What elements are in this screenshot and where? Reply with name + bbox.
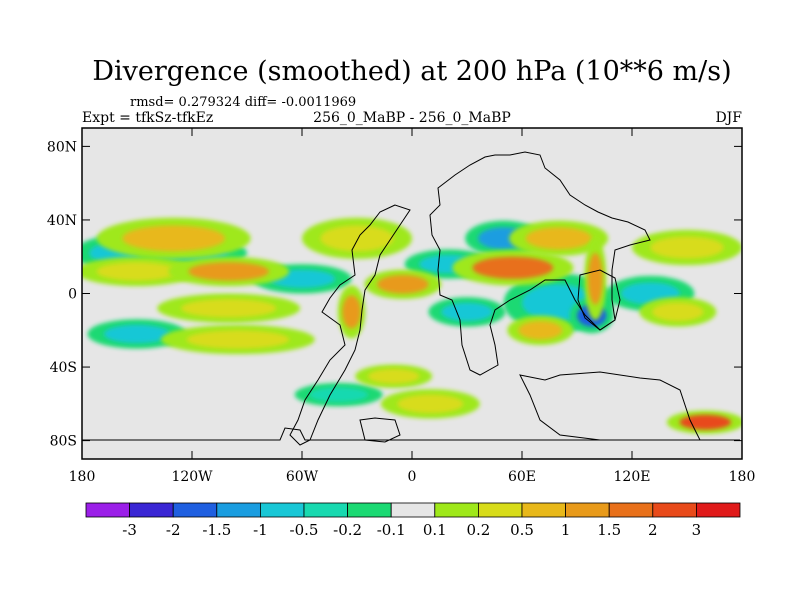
coastlines xyxy=(82,151,740,446)
stats-label: rmsd= 0.279324 diff= -0.0011969 xyxy=(130,95,356,110)
positive-anomaly-0 xyxy=(122,225,225,252)
season-label: DJF xyxy=(715,110,742,126)
positive-anomaly-4 xyxy=(320,225,394,252)
x-tick-label-3: 0 xyxy=(408,469,417,485)
positive-anomaly-11 xyxy=(186,330,290,349)
positive-anomaly-2 xyxy=(188,262,269,281)
colorbar-swatch-6 xyxy=(347,502,392,518)
x-axis: 180 120W 60W 0 60E 120E 180 xyxy=(69,128,756,485)
negative-anomaly-9 xyxy=(441,302,493,322)
positive-anomaly-13 xyxy=(652,302,704,322)
colorbar-swatch-8 xyxy=(434,502,479,518)
colorbar-swatch-10 xyxy=(521,502,566,518)
plot-area xyxy=(82,128,742,459)
negative-anomaly-2 xyxy=(104,324,170,344)
y-tick-label-2: 0 xyxy=(68,287,77,303)
colorbar-label-10: 1 xyxy=(561,521,571,539)
field-layer xyxy=(82,217,742,434)
chart-title: Divergence (smoothed) at 200 hPa (10**6 … xyxy=(92,56,731,87)
colorbar-swatch-3 xyxy=(216,502,261,518)
colorbar-swatch-2 xyxy=(172,502,218,518)
colorbar-label-12: 2 xyxy=(648,521,658,539)
y-tick-label-3: 40S xyxy=(50,360,77,376)
colorbar-label-3: -1 xyxy=(253,521,268,539)
colorbar-swatch-9 xyxy=(477,502,523,518)
colorbar-swatch-13 xyxy=(652,502,697,518)
colorbar-swatch-1 xyxy=(129,502,174,518)
colorbar: -3 -2 -1.5 -1 -0.5 -0.2 -0.1 0.1 0.2 0.5 1 1.5 2 3 xyxy=(85,502,741,539)
positive-anomaly-7 xyxy=(472,256,554,279)
y-tick-label-1: 40N xyxy=(47,213,77,229)
colorbar-label-1: -2 xyxy=(166,521,181,539)
coastline-americas xyxy=(289,204,411,446)
colorbar-label-8: 0.2 xyxy=(466,521,490,539)
positive-anomaly-6 xyxy=(342,295,361,329)
negative-anomaly-10 xyxy=(309,387,368,402)
colorbar-swatch-0 xyxy=(85,502,130,518)
x-tick-label-0: 180 xyxy=(69,469,96,485)
colorbar-label-4: -0.5 xyxy=(290,521,319,539)
colorbar-swatch-11 xyxy=(565,502,610,518)
colorbar-swatch-4 xyxy=(259,502,305,518)
y-tick-label-4: 80S xyxy=(50,434,77,450)
positive-anomaly-9 xyxy=(588,253,603,305)
colorbar-swatch-7 xyxy=(390,502,436,518)
colorbar-label-11: 1.5 xyxy=(597,521,621,539)
x-tick-label-1: 120W xyxy=(171,469,213,485)
coastline-antarctica-edge xyxy=(82,427,740,441)
coastline-island xyxy=(359,417,401,443)
colorbar-swatch-12 xyxy=(608,502,654,518)
colorbar-label-13: 3 xyxy=(692,521,702,539)
colorbar-label-6: -0.1 xyxy=(377,521,406,539)
positive-anomaly-15 xyxy=(679,414,731,430)
colorbar-label-5: -0.2 xyxy=(333,521,362,539)
colorbar-swatch-14 xyxy=(696,502,741,518)
positive-anomaly-16 xyxy=(368,368,420,384)
x-tick-label-4: 60E xyxy=(508,469,536,485)
positive-anomaly-14 xyxy=(397,394,464,414)
x-tick-label-5: 120E xyxy=(614,469,651,485)
experiment-label: Expt = tfkSz-tfkEz xyxy=(82,110,213,126)
x-tick-label-6: 180 xyxy=(729,469,756,485)
positive-anomaly-1 xyxy=(96,262,178,281)
x-tick-label-2: 60W xyxy=(286,469,319,485)
colorbar-label-2: -1.5 xyxy=(202,521,231,539)
colorbar-swatch-5 xyxy=(303,502,348,518)
coastline-australia xyxy=(577,269,621,331)
y-tick-label-0: 80N xyxy=(47,139,77,155)
positive-anomaly-10 xyxy=(650,236,724,259)
center-label: 256_0_MaBP - 256_0_MaBP xyxy=(313,110,511,126)
coastline-south-africa xyxy=(519,371,701,441)
colorbar-label-7: 0.1 xyxy=(423,521,447,539)
colorbar-label-9: 0.5 xyxy=(510,521,534,539)
positive-anomaly-8 xyxy=(525,227,592,250)
positive-anomaly-5 xyxy=(377,275,429,294)
colorbar-label-0: -3 xyxy=(122,521,137,539)
y-axis: 80N 40N 0 40S 80S xyxy=(47,139,742,450)
positive-anomaly-12 xyxy=(518,321,563,340)
positive-anomaly-3 xyxy=(181,299,277,318)
